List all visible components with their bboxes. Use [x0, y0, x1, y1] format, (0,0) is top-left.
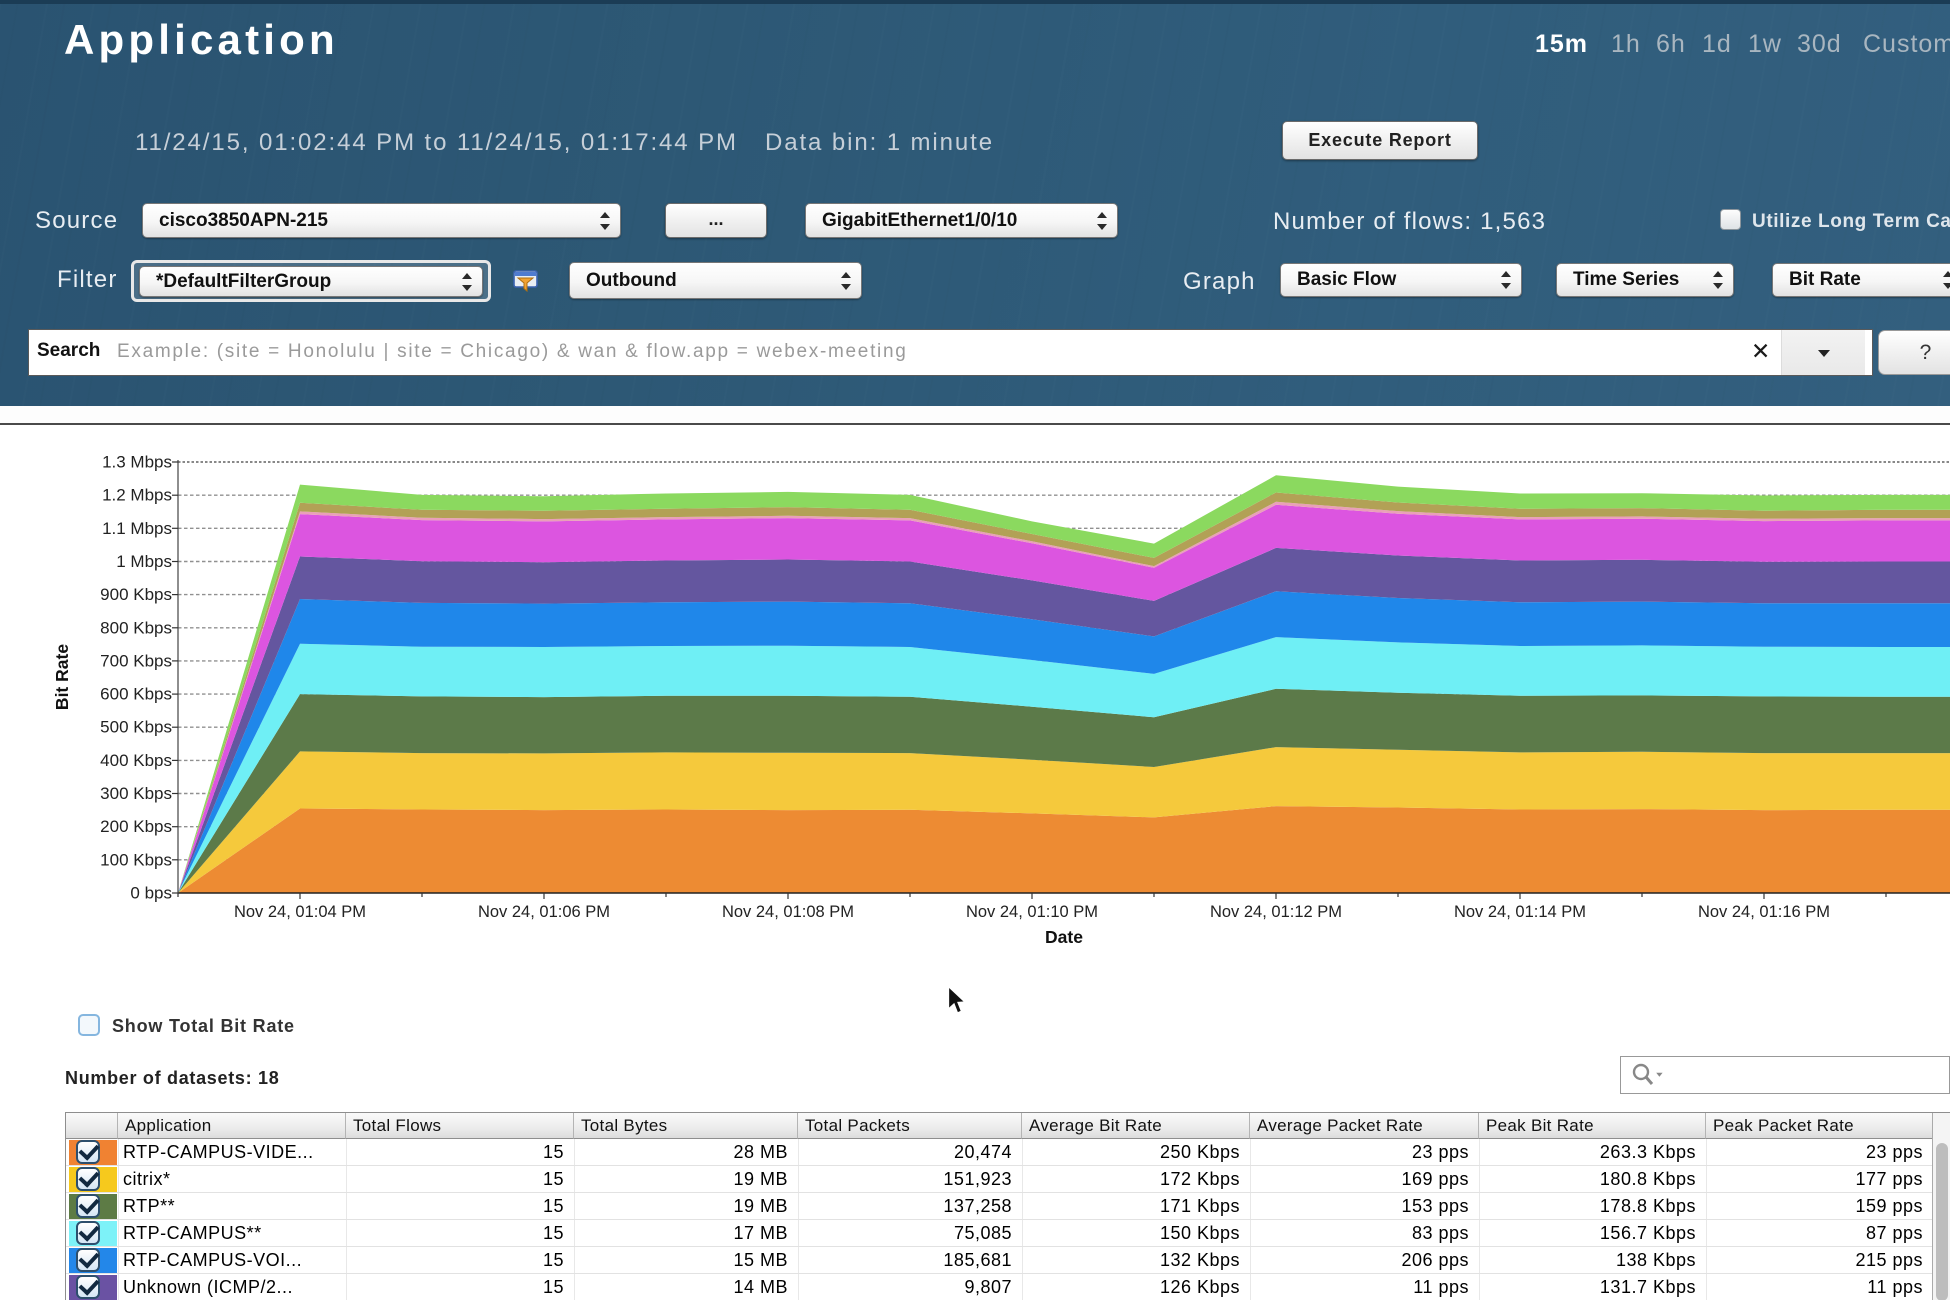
svg-text:Nov 24, 01:06 PM: Nov 24, 01:06 PM	[478, 903, 610, 921]
svg-text:100 Kbps: 100 Kbps	[100, 850, 172, 869]
svg-text:Nov 24, 01:14 PM: Nov 24, 01:14 PM	[1454, 903, 1586, 921]
svg-text:900 Kbps: 900 Kbps	[100, 585, 172, 604]
svg-text:700 Kbps: 700 Kbps	[100, 651, 172, 670]
svg-text:800 Kbps: 800 Kbps	[100, 618, 172, 637]
svg-text:1 Mbps: 1 Mbps	[116, 552, 172, 571]
svg-text:200 Kbps: 200 Kbps	[100, 817, 172, 836]
svg-text:500 Kbps: 500 Kbps	[100, 718, 172, 737]
svg-text:Bit Rate: Bit Rate	[52, 644, 72, 710]
svg-text:1.3 Mbps: 1.3 Mbps	[102, 453, 172, 472]
svg-text:Date: Date	[1045, 927, 1083, 947]
svg-text:Nov 24, 01:04 PM: Nov 24, 01:04 PM	[234, 903, 366, 921]
svg-text:Nov 24, 01:16 PM: Nov 24, 01:16 PM	[1698, 903, 1830, 921]
svg-text:Nov 24, 01:12 PM: Nov 24, 01:12 PM	[1210, 903, 1342, 921]
svg-text:Nov 24, 01:10 PM: Nov 24, 01:10 PM	[966, 903, 1098, 921]
svg-text:300 Kbps: 300 Kbps	[100, 784, 172, 803]
svg-text:600 Kbps: 600 Kbps	[100, 685, 172, 704]
svg-text:0 bps: 0 bps	[130, 884, 172, 903]
svg-text:1.1 Mbps: 1.1 Mbps	[102, 519, 172, 538]
svg-text:Nov 24, 01:08 PM: Nov 24, 01:08 PM	[722, 903, 854, 921]
svg-text:1.2 Mbps: 1.2 Mbps	[102, 486, 172, 505]
svg-text:400 Kbps: 400 Kbps	[100, 751, 172, 770]
